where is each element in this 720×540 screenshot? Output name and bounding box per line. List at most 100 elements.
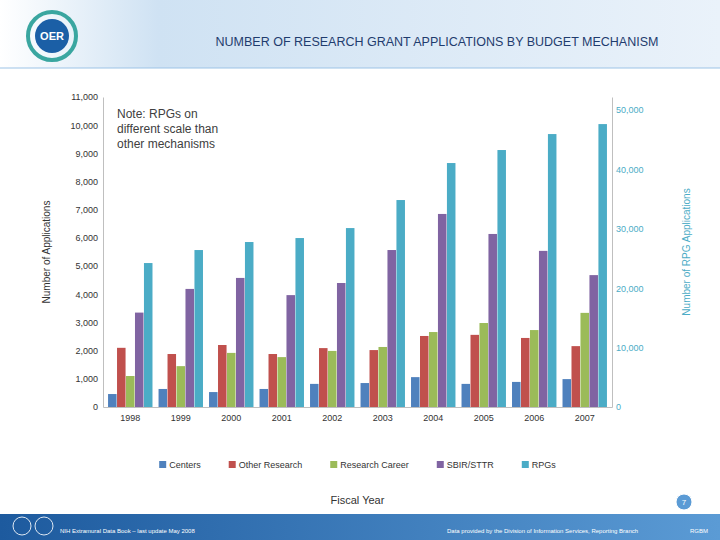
bar xyxy=(159,389,168,407)
tick: 10,000 xyxy=(70,121,103,131)
bar xyxy=(580,313,589,407)
bar xyxy=(378,347,387,407)
bar xyxy=(429,332,438,407)
tick: 1999 xyxy=(171,407,191,423)
y2-axis-title: Number of RPG Applications xyxy=(681,188,692,315)
bar xyxy=(117,348,126,407)
tick: 20,000 xyxy=(612,284,644,294)
y-axis-line xyxy=(103,98,104,408)
tick: 2006 xyxy=(524,407,544,423)
tick: 2007 xyxy=(575,407,595,423)
tick-label: 2004 xyxy=(423,413,443,423)
bar-series xyxy=(135,214,598,407)
annotation-line: other mechanisms xyxy=(117,137,215,151)
tick-label: 40,000 xyxy=(616,165,644,175)
footer-code: RGBM xyxy=(690,528,708,534)
bar xyxy=(411,377,420,407)
footer-logo xyxy=(35,517,53,535)
tick-label: 2001 xyxy=(272,413,292,423)
tick-label: 50,000 xyxy=(616,105,644,115)
tick-label: 11,000 xyxy=(71,92,98,102)
page-number-badge xyxy=(676,494,692,510)
logo: OER xyxy=(28,12,76,60)
tick: 3,000 xyxy=(75,318,103,328)
tick-label: 2,000 xyxy=(75,346,98,356)
tick: 5,000 xyxy=(75,261,103,271)
bar xyxy=(185,289,194,407)
tick-label: 2006 xyxy=(524,413,544,423)
bar xyxy=(530,330,539,407)
tick: 0 xyxy=(612,402,621,412)
legend-label: Centers xyxy=(169,460,201,470)
legend-swatch xyxy=(330,461,337,468)
legend-item: RPGs xyxy=(522,460,557,470)
tick-label: 7,000 xyxy=(75,205,98,215)
tick-label: 1998 xyxy=(120,413,140,423)
tick: 1,000 xyxy=(75,374,103,384)
tick: 6,000 xyxy=(75,233,103,243)
legend-label: Research Career xyxy=(340,460,409,470)
tick: 9,000 xyxy=(75,149,103,159)
x-axis-title: Fiscal Year xyxy=(331,494,385,506)
bar xyxy=(295,238,304,407)
chart-title: NUMBER OF RESEARCH GRANT APPLICATIONS BY… xyxy=(216,35,659,49)
legend: Centers Other Research Research Career SBIR… xyxy=(159,460,556,470)
tick-label: 5,000 xyxy=(75,261,98,271)
bar-series xyxy=(144,124,607,407)
footer-left: NIH Extramural Data Book – last update M… xyxy=(60,528,195,534)
header-band xyxy=(0,0,720,68)
tick: 11,000 xyxy=(71,92,103,102)
annotation-line: different scale than xyxy=(117,122,218,136)
logo-disc xyxy=(35,19,69,53)
tick: 40,000 xyxy=(612,165,644,175)
x-axis: 1998199920002001200220032004200520062007 xyxy=(104,407,613,423)
bar xyxy=(260,389,269,407)
legend-swatch xyxy=(437,461,444,468)
bar xyxy=(488,234,497,407)
bar xyxy=(589,275,598,407)
legend-item: SBIR/STTR xyxy=(437,460,495,470)
legend-label: SBIR/STTR xyxy=(447,460,495,470)
bar xyxy=(346,228,355,407)
bar xyxy=(571,346,580,407)
legend-item: Research Career xyxy=(330,460,409,470)
bar xyxy=(387,250,396,407)
bar xyxy=(227,353,236,407)
y2-axis-line xyxy=(612,98,613,408)
tick-label: 9,000 xyxy=(75,149,98,159)
tick: 1998 xyxy=(120,407,140,423)
tick: 2004 xyxy=(423,407,443,423)
bar xyxy=(277,357,286,407)
bar xyxy=(245,242,254,407)
bar xyxy=(194,250,203,407)
bar xyxy=(370,350,379,407)
header-rule xyxy=(0,68,720,69)
tick-label: 20,000 xyxy=(616,284,644,294)
tick-label: 2003 xyxy=(373,413,393,423)
legend-swatch xyxy=(522,461,529,468)
tick-label: 10,000 xyxy=(616,343,644,353)
tick-label: 0 xyxy=(616,402,621,412)
bar xyxy=(144,263,153,407)
bar xyxy=(108,394,117,407)
legend-label: RPGs xyxy=(532,460,557,470)
tick: 8,000 xyxy=(75,177,103,187)
logo-ring xyxy=(28,12,76,60)
tick: 2000 xyxy=(221,407,241,423)
bar xyxy=(168,354,177,407)
legend-swatch xyxy=(229,461,236,468)
tick-label: 2002 xyxy=(322,413,342,423)
legend-label: Other Research xyxy=(239,460,303,470)
tick: 10,000 xyxy=(612,343,644,353)
tick-label: 1,000 xyxy=(75,374,98,384)
bar xyxy=(337,283,346,407)
bar xyxy=(539,251,548,407)
bar xyxy=(479,323,488,407)
bar xyxy=(126,376,135,407)
tick-label: 0 xyxy=(93,402,98,412)
y2-axis: 010,00020,00030,00040,00050,000 xyxy=(612,98,644,413)
slide: OER NUMBER OF RESEARCH GRANT APPLICATIONS… xyxy=(0,0,720,540)
bar xyxy=(361,383,370,407)
tick-label: 10,000 xyxy=(70,121,98,131)
y-axis-title: Number of Applications xyxy=(41,201,52,304)
